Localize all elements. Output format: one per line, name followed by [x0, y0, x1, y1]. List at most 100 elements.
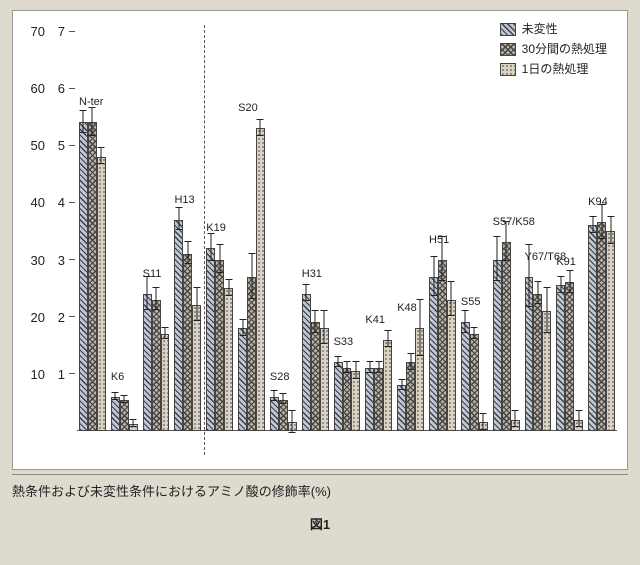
error-bar — [537, 281, 538, 304]
bar — [302, 294, 311, 431]
error-bar — [378, 361, 379, 372]
bar — [206, 248, 215, 431]
y-label-right: 2 — [58, 310, 65, 325]
error-bar — [338, 356, 339, 367]
bar — [597, 222, 606, 431]
error-bar — [601, 204, 602, 238]
bar — [88, 122, 97, 431]
y-label-right: 1 — [58, 367, 65, 382]
bar — [129, 424, 138, 431]
figure-number: 図1 — [12, 514, 628, 533]
group-label: K91 — [556, 256, 576, 268]
bar — [525, 277, 534, 431]
error-bar — [401, 379, 402, 390]
caption: 熱条件および未変性条件におけるアミノ酸の修飾率(%) — [12, 481, 628, 500]
bar — [461, 322, 470, 431]
bar — [320, 328, 329, 431]
error-bar — [569, 270, 570, 293]
bar — [606, 231, 615, 431]
group-label: H31 — [302, 268, 322, 280]
error-bar — [610, 216, 611, 245]
y-label-left: 30 — [31, 253, 45, 268]
bar — [238, 328, 247, 431]
group-label: S55 — [461, 296, 481, 308]
group-label: N-ter — [79, 96, 103, 108]
y-tick — [69, 145, 75, 146]
bar — [256, 128, 265, 431]
error-bar — [251, 253, 252, 299]
bar — [215, 260, 224, 431]
y-label-right: 7 — [58, 24, 65, 39]
bar — [383, 340, 392, 431]
group-label: K19 — [206, 222, 226, 234]
group-label: K41 — [365, 314, 385, 326]
group-label: K94 — [588, 196, 608, 208]
error-bar — [292, 410, 293, 433]
group-label: K6 — [111, 371, 124, 383]
bar — [415, 328, 424, 431]
error-bar — [483, 413, 484, 430]
bar — [542, 311, 551, 431]
error-bar — [283, 393, 284, 404]
error-bar — [433, 256, 434, 296]
y-tick — [69, 373, 75, 374]
error-bar — [156, 287, 157, 310]
error-bar — [419, 299, 420, 356]
error-bar — [210, 233, 211, 262]
error-bar — [228, 279, 229, 296]
bar — [574, 420, 583, 431]
bar — [247, 277, 256, 431]
bar — [511, 420, 520, 431]
scale-divider — [204, 25, 205, 455]
error-bar — [324, 310, 325, 344]
bar — [429, 277, 438, 431]
error-bar — [497, 236, 498, 282]
y-tick — [69, 316, 75, 317]
error-bar — [560, 276, 561, 293]
bar — [311, 322, 320, 431]
group-label: H13 — [174, 194, 194, 206]
error-bar — [165, 327, 166, 338]
bar — [502, 242, 511, 431]
bar — [79, 122, 88, 431]
y-label-left: 10 — [31, 367, 45, 382]
group-label: K48 — [397, 302, 417, 314]
page-root: 未変性30分間の熱処理1日の熱処理 101202303404505606707N… — [0, 0, 640, 565]
bar — [279, 400, 288, 431]
error-bar — [474, 327, 475, 338]
group-label: S57/K58 — [493, 216, 535, 228]
chart-frame: 未変性30分間の熱処理1日の熱処理 101202303404505606707N… — [12, 10, 628, 470]
bar — [447, 300, 456, 431]
group-label: S11 — [143, 268, 162, 280]
bar — [365, 368, 374, 431]
bar — [374, 368, 383, 431]
error-bar — [451, 281, 452, 315]
error-bar — [187, 241, 188, 264]
bar — [406, 362, 415, 431]
bar — [343, 368, 352, 431]
bar — [493, 260, 502, 431]
group-label: S20 — [238, 102, 258, 114]
error-bar — [115, 392, 116, 400]
error-bar — [178, 207, 179, 230]
y-label-left: 60 — [31, 81, 45, 96]
error-bar — [306, 284, 307, 301]
y-tick — [69, 88, 75, 89]
error-bar — [410, 353, 411, 370]
error-bar — [546, 287, 547, 333]
bar — [588, 225, 597, 431]
error-bar — [387, 330, 388, 347]
bar — [556, 285, 565, 431]
bar — [438, 260, 447, 431]
bar — [351, 371, 360, 431]
separator — [12, 474, 628, 475]
error-bar — [274, 390, 275, 401]
error-bar — [260, 119, 261, 136]
bar — [479, 422, 488, 431]
error-bar — [465, 310, 466, 333]
error-bar — [92, 107, 93, 136]
bar — [288, 422, 297, 431]
y-label-left: 20 — [31, 310, 45, 325]
error-bar — [242, 319, 243, 336]
group-label: H51 — [429, 234, 449, 246]
